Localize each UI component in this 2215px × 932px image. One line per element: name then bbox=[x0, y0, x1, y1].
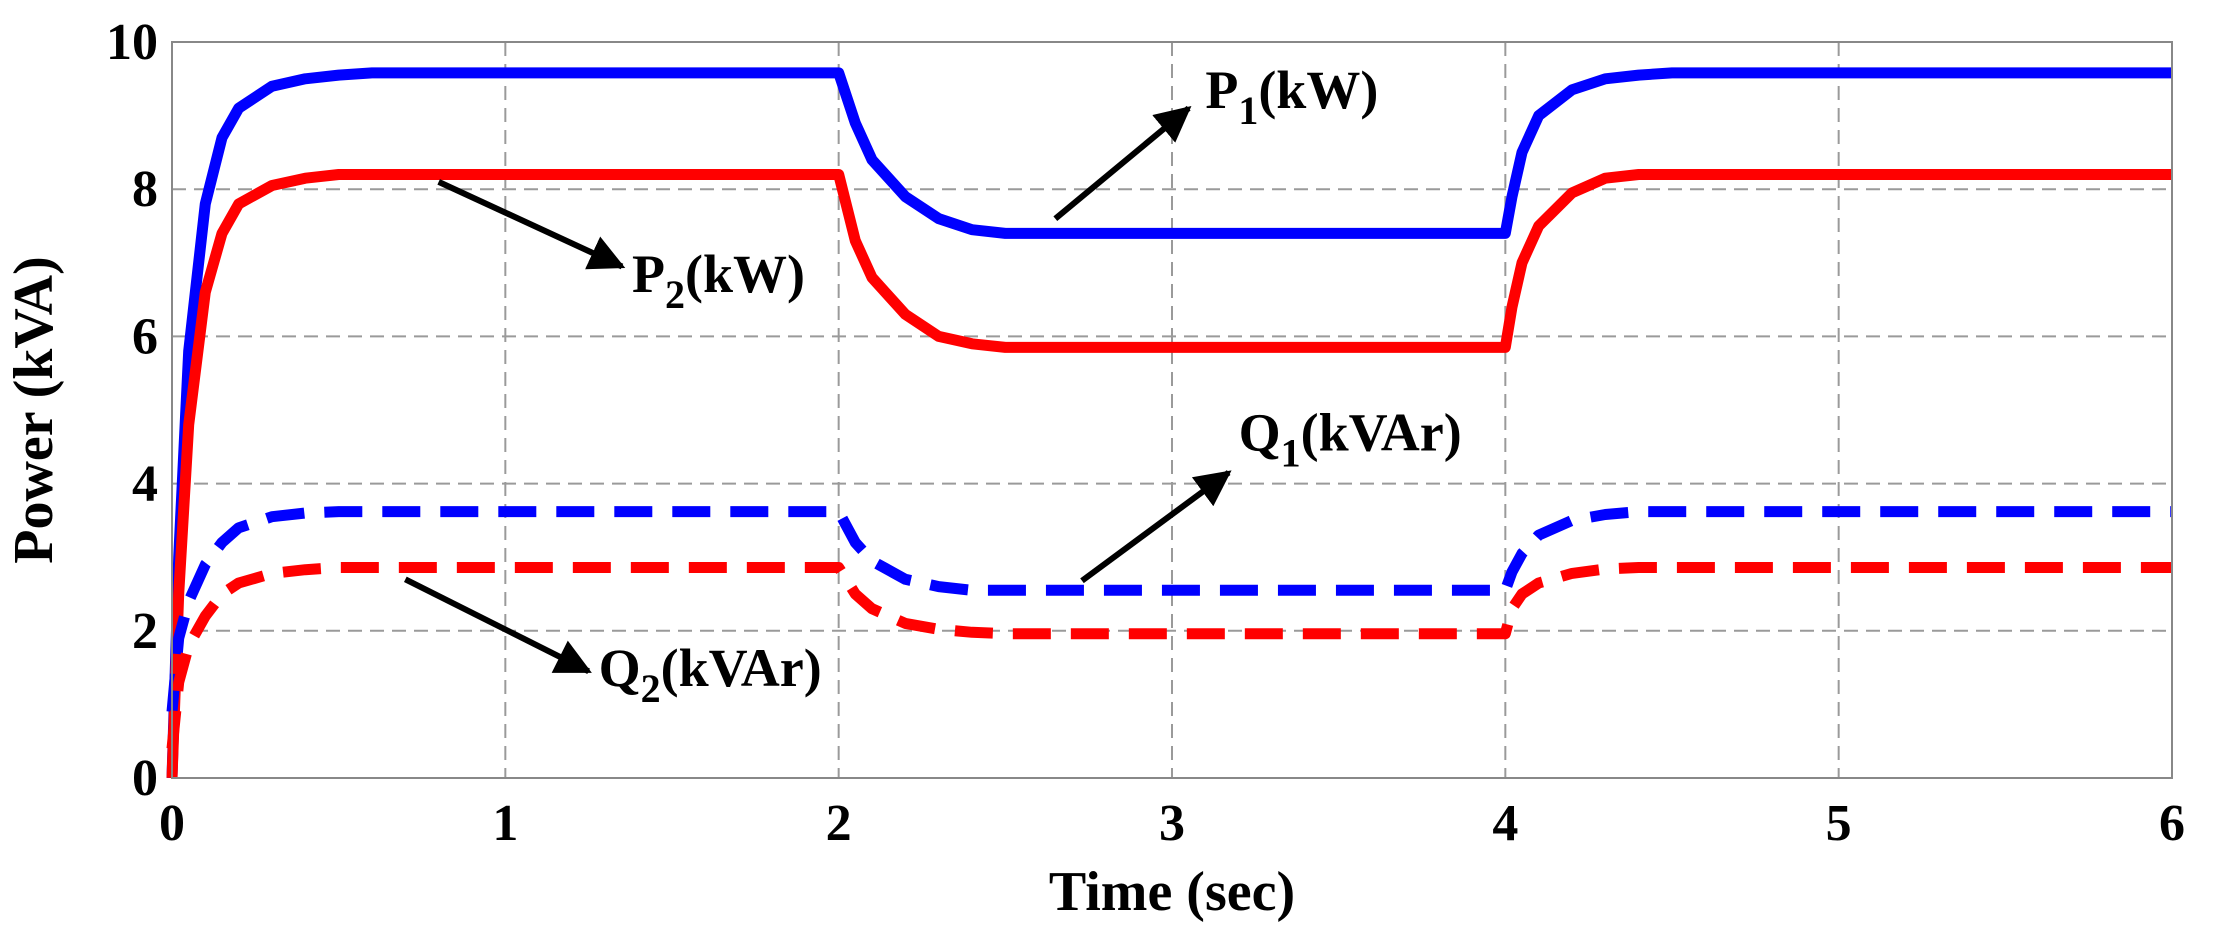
y-tick-label: 6 bbox=[132, 308, 158, 365]
y-axis-label: Power (kVA) bbox=[3, 256, 65, 563]
x-tick-label: 1 bbox=[492, 795, 518, 852]
x-axis-label: Time (sec) bbox=[1049, 861, 1295, 923]
series-line-p1-kw bbox=[166, 67, 2172, 779]
plot-frame bbox=[171, 41, 2173, 779]
tick-labels: 0 1 2 3 4 5 6 0 2 4 6 8 10 bbox=[106, 14, 2185, 852]
y-tick-label: 4 bbox=[132, 456, 158, 513]
y-tick-label: 10 bbox=[106, 14, 158, 71]
series-line-q1-kvar bbox=[166, 506, 2172, 713]
annotation-arrow-p2 bbox=[437, 179, 626, 270]
annotation-label-q2: Q2(kVAr) bbox=[599, 638, 822, 711]
x-tick-label: 3 bbox=[1159, 795, 1185, 852]
x-tick-label: 2 bbox=[826, 795, 852, 852]
annotation-label-p2: P2(kW) bbox=[632, 244, 805, 317]
y-tick-label: 8 bbox=[132, 161, 158, 218]
y-tick-label: 0 bbox=[132, 750, 158, 807]
annotation-arrow-p1 bbox=[1053, 105, 1192, 221]
series-line-p2-kw bbox=[166, 169, 2172, 779]
x-tick-label: 0 bbox=[159, 795, 185, 852]
annotation-label-q1: Q1(kVAr) bbox=[1239, 402, 1462, 475]
x-tick-label: 6 bbox=[2159, 795, 2185, 852]
annotation-label-p1: P1(kW) bbox=[1205, 60, 1378, 133]
annotation-arrow-q2 bbox=[403, 576, 592, 674]
grid bbox=[172, 42, 2172, 778]
x-tick-label: 4 bbox=[1492, 795, 1518, 852]
x-tick-label: 5 bbox=[1826, 795, 1852, 852]
annotations: P1(kW) P2(kW) Q1(kVAr) Q2(kVAr) bbox=[403, 60, 1462, 711]
y-tick-label: 2 bbox=[132, 603, 158, 660]
annotation-arrow-q1 bbox=[1080, 470, 1232, 584]
series-lines bbox=[166, 67, 2172, 779]
